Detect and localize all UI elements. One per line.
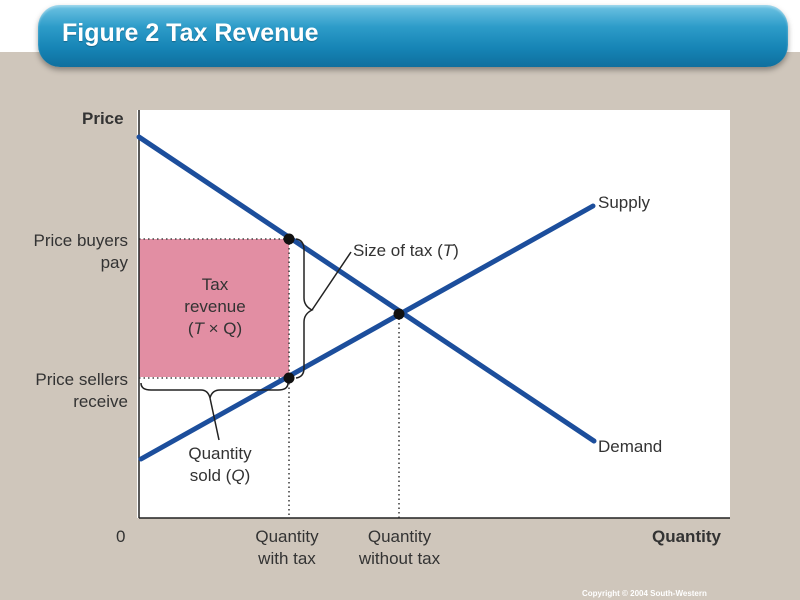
x-axis-label: Quantity <box>652 527 721 546</box>
demand-label: Demand <box>598 437 663 456</box>
quantity-without-tax-label: Quantity without tax <box>358 527 441 568</box>
tax-size-pointer <box>311 251 352 311</box>
buyer-price-point <box>283 233 295 245</box>
equilibrium-point <box>393 308 405 320</box>
y-axis-label: Price <box>82 109 124 128</box>
title-bar <box>38 5 788 67</box>
quantity-sold-brace <box>140 382 289 399</box>
copyright-notice: Copyright © 2004 South-Western <box>582 589 707 598</box>
tax-size-brace <box>295 238 314 379</box>
quantity-sold-pointer <box>209 397 220 441</box>
quantity-with-tax-label: Quantity with tax <box>255 527 319 568</box>
quantity-sold-label: Quantity sold (Q) <box>188 444 252 485</box>
supply-curve <box>138 203 596 462</box>
origin-label: 0 <box>116 527 126 546</box>
tax-revenue-area <box>139 239 289 377</box>
price-buyers-pay-label: Price buyers pay <box>33 231 128 272</box>
seller-price-point <box>283 372 295 384</box>
tax-revenue-label: Tax revenue (T × Q) <box>184 275 246 338</box>
price-sellers-receive-label: Price sellers receive <box>35 370 128 411</box>
demand-curve <box>136 134 597 444</box>
size-of-tax-label: Size of tax (T) <box>353 241 459 260</box>
supply-label: Supply <box>598 193 650 212</box>
figure-title: Figure 2 Tax Revenue <box>62 19 319 47</box>
